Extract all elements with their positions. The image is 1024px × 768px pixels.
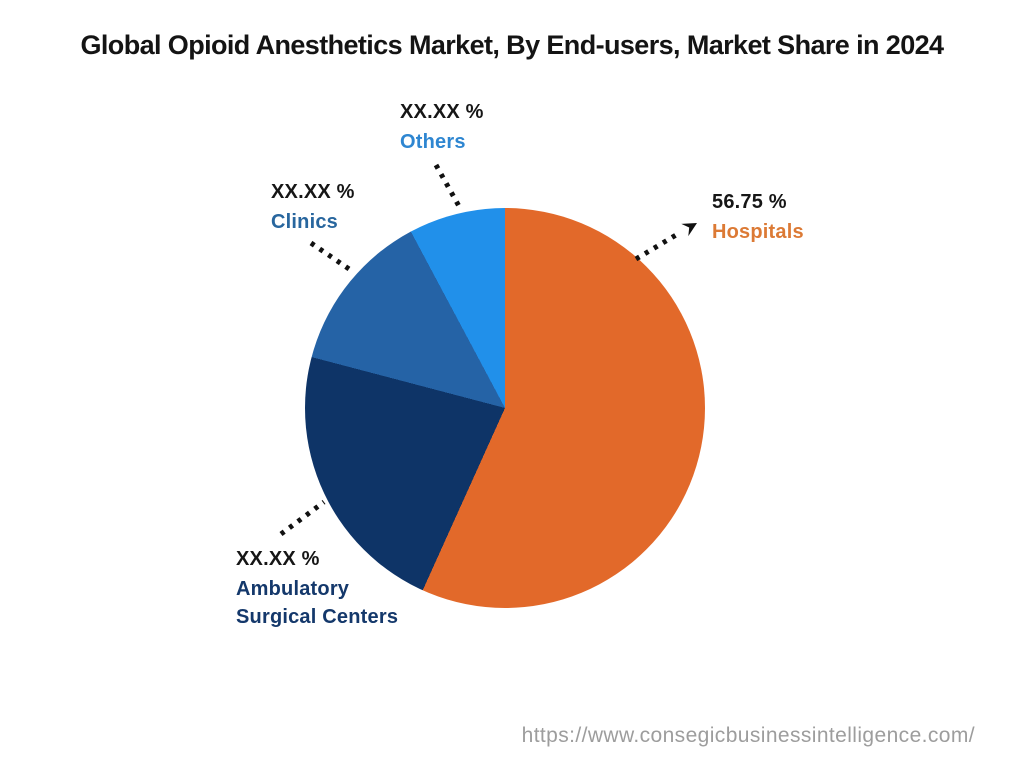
ambulatory-label-line1: Ambulatory: [236, 578, 350, 600]
callout-others: XX.XX % Others: [400, 101, 484, 154]
clinics-label: Clinics: [271, 211, 338, 233]
callout-clinics: XX.XX % Clinics: [271, 181, 355, 234]
ambulatory-callout-line: [279, 499, 326, 537]
page-title: Global Opioid Anesthetics Market, By End…: [80, 30, 945, 60]
hospitals-callout-line: [634, 232, 678, 262]
pie-chart: [305, 208, 705, 608]
callout-hospitals: 56.75 % Hospitals: [712, 191, 804, 244]
clinics-callout-line: [309, 240, 354, 274]
source-url: https://www.consegicbusinessintelligence…: [521, 724, 975, 747]
ambulatory-value: XX.XX %: [236, 548, 320, 570]
hospitals-label: Hospitals: [712, 221, 804, 243]
clinics-value: XX.XX %: [271, 181, 355, 203]
others-value: XX.XX %: [400, 101, 484, 123]
others-callout-line: [433, 163, 463, 210]
hospitals-arrowhead-icon: [681, 223, 697, 237]
others-label: Others: [400, 131, 466, 153]
callout-ambulatory-surgical-centers: XX.XX % Ambulatory Surgical Centers: [236, 548, 398, 629]
ambulatory-label-line2: Surgical Centers: [236, 606, 399, 628]
hospitals-value: 56.75 %: [712, 191, 787, 213]
